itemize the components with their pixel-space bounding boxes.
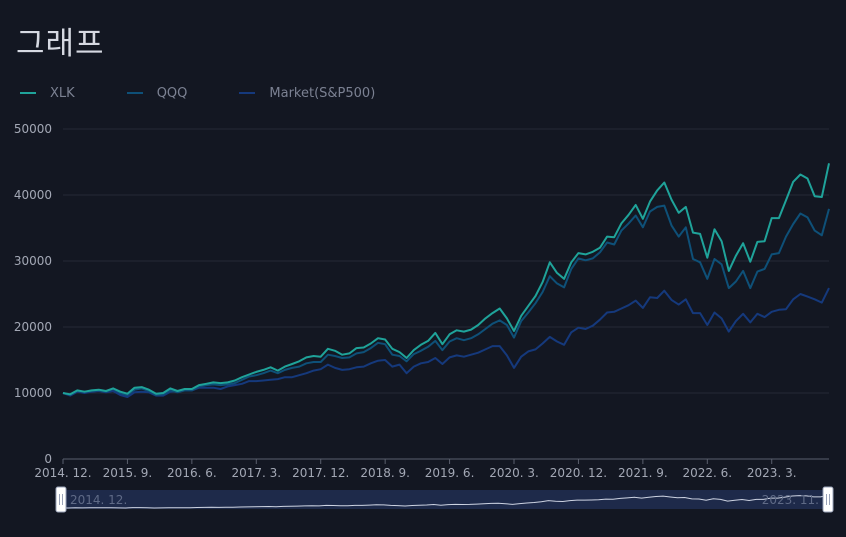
x-tick-label: 2019. 6. <box>425 466 475 480</box>
x-tick-label: 2017. 3. <box>231 466 281 480</box>
zoom-handle-right[interactable] <box>822 486 834 513</box>
y-tick-label: 10000 <box>14 386 52 400</box>
x-tick-label: 2022. 6. <box>682 466 732 480</box>
x-tick-label: 2016. 6. <box>167 466 217 480</box>
series-lines <box>62 163 830 398</box>
y-tick-label: 50000 <box>14 122 52 136</box>
y-tick-label: 40000 <box>14 188 52 202</box>
series-line-xlk <box>62 163 830 396</box>
x-tick-label: 2023. 3. <box>747 466 797 480</box>
legend-label-xlk: XLK <box>50 85 75 101</box>
x-tick-label: 2020. 12. <box>550 466 607 480</box>
grid-lines <box>63 128 829 460</box>
y-tick-label: 0 <box>44 452 52 466</box>
legend-item-qqq[interactable]: QQQ <box>126 85 188 101</box>
legend-swatch-qqq <box>126 92 143 94</box>
y-tick-label: 20000 <box>14 320 52 334</box>
legend-swatch-xlk <box>20 92 36 94</box>
series-line-qqq <box>62 204 830 396</box>
zoom-end-label: 2023. 11. <box>762 493 819 507</box>
legend-label-market: Market(S&P500) <box>269 85 376 101</box>
x-axis: 2014. 12. 2015. 9. 2016. 6. 2017. 3. 2017. 1… <box>34 459 797 480</box>
x-tick-label: 2017. 12. <box>292 466 349 480</box>
data-zoom-slider[interactable]: 2014. 12. 2023. 11. <box>55 486 834 513</box>
x-tick-label: 2015. 9. <box>103 466 153 480</box>
y-axis-ticks: 0 10000 20000 30000 40000 50000 <box>14 122 52 466</box>
zoom-preview-line <box>60 494 829 509</box>
x-tick-label: 2018. 9. <box>360 466 410 480</box>
x-tick-label: 2021. 9. <box>618 466 668 480</box>
x-tick-label: 2014. 12. <box>34 466 91 480</box>
series-line-market <box>62 287 830 398</box>
chart-title: 그래프 <box>16 26 105 62</box>
x-tick-label: 2020. 3. <box>489 466 539 480</box>
legend: XLK QQQ Market(S&P500) <box>20 84 427 102</box>
legend-item-xlk[interactable]: XLK <box>20 86 75 101</box>
legend-label-qqq: QQQ <box>156 85 188 101</box>
legend-item-market[interactable]: Market(S&P500) <box>239 86 375 101</box>
y-tick-label: 30000 <box>14 254 52 268</box>
zoom-track[interactable] <box>61 490 828 509</box>
zoom-start-label: 2014. 12. <box>70 493 127 507</box>
zoom-handle-left[interactable] <box>55 486 67 513</box>
legend-swatch-market <box>239 92 256 94</box>
